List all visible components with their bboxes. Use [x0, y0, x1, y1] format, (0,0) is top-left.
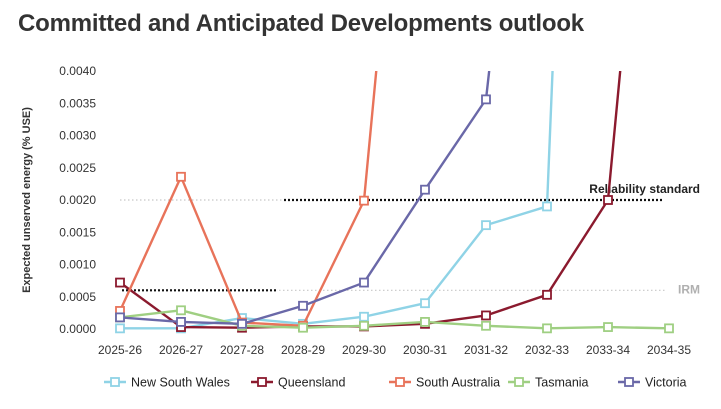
- x-tick-label: 2030-31: [403, 343, 447, 357]
- x-tick-label: 2026-27: [159, 343, 203, 357]
- irm-label: IRM: [678, 282, 700, 296]
- y-tick-label: 0.0000: [59, 322, 96, 336]
- data-point: [664, 323, 674, 334]
- y-tick-label: 0.0035: [59, 96, 96, 110]
- data-point: [115, 277, 125, 288]
- chart-title: Committed and Anticipated Developments o…: [18, 10, 584, 37]
- data-point: [359, 195, 369, 206]
- x-tick-label: 2031-32: [464, 343, 508, 357]
- data-point: [481, 320, 491, 331]
- data-point: [176, 305, 186, 316]
- y-tick-label: 0.0030: [59, 129, 96, 143]
- x-tick-label: 2032-33: [525, 343, 569, 357]
- x-tick-label: 2034-35: [647, 343, 691, 357]
- data-point: [359, 277, 369, 288]
- legend-label: Queensland: [278, 376, 345, 390]
- legend-label: South Australia: [416, 376, 500, 390]
- data-point: [115, 323, 125, 334]
- legend-item: Tasmania: [508, 376, 589, 390]
- chart-axes: 0.0000 0.0005 0.0010 0.0015 0.0020 0.0025 0.00…: [21, 64, 691, 357]
- y-tick-label: 0.0040: [59, 64, 96, 78]
- chart-legend: New South Wales Queensland South Australia…: [104, 376, 687, 390]
- legend-swatch-marker: [257, 377, 267, 387]
- data-point: [481, 310, 491, 321]
- x-tick-label: 2025-26: [98, 343, 142, 357]
- legend-item: New South Wales: [104, 376, 230, 390]
- data-point: [359, 311, 369, 322]
- data-point: [542, 201, 552, 212]
- y-tick-label: 0.0015: [59, 225, 96, 239]
- series-line: [119, 71, 622, 329]
- y-tick-label: 0.0010: [59, 258, 96, 272]
- data-point: [237, 318, 247, 329]
- legend-swatch-marker: [110, 377, 120, 387]
- data-point: [542, 323, 552, 334]
- chart-series: [115, 71, 674, 334]
- y-tick-label: 0.0005: [59, 290, 96, 304]
- data-point: [359, 320, 369, 331]
- y-tick-label: 0.0020: [59, 193, 96, 207]
- legend-swatch-marker: [514, 377, 524, 387]
- data-point: [176, 171, 186, 182]
- data-point: [603, 322, 613, 332]
- y-axis-label: Expected unserved energy (% USE): [21, 107, 33, 293]
- y-tick-label: 0.0025: [59, 161, 96, 175]
- data-point: [298, 322, 308, 333]
- data-point: [420, 298, 430, 309]
- legend-item: Queensland: [251, 376, 345, 390]
- legend-swatch-marker: [395, 377, 405, 387]
- series-line: [119, 71, 491, 326]
- legend-label: New South Wales: [131, 376, 230, 390]
- data-point: [298, 300, 308, 311]
- data-point: [481, 94, 491, 105]
- legend-label: Tasmania: [535, 376, 589, 390]
- series-line: [118, 71, 378, 327]
- data-point: [542, 289, 552, 300]
- data-point: [481, 220, 491, 231]
- legend-label: Victoria: [645, 376, 687, 390]
- x-tick-label: 2027-28: [220, 343, 264, 357]
- legend-item: Victoria: [618, 376, 687, 390]
- x-tick-label: 2033-34: [586, 343, 630, 357]
- data-point: [420, 317, 430, 327]
- series-victoria: [115, 71, 491, 329]
- series-queensland: [115, 71, 622, 333]
- x-tick-label: 2029-30: [342, 343, 386, 357]
- data-point: [420, 184, 430, 195]
- legend-item: South Australia: [389, 376, 500, 390]
- reference-lines: Reliability standard IRM: [120, 182, 700, 296]
- legend-swatch-marker: [624, 377, 634, 387]
- data-point: [176, 317, 186, 327]
- x-tick-label: 2028-29: [281, 343, 325, 357]
- series-line: [119, 309, 670, 330]
- series-south-australia: [115, 71, 378, 331]
- data-point: [115, 312, 125, 323]
- reliability-standard-label: Reliability standard: [589, 182, 700, 196]
- data-point: [603, 195, 613, 205]
